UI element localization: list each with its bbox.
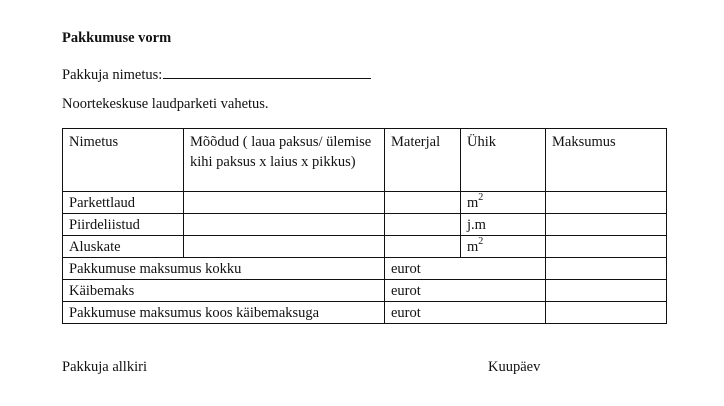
- bidder-name-field: Pakkuja nimetus:: [62, 64, 372, 84]
- table-header-row: Nimetus Mõõdud ( laua paksus/ ülemise ki…: [62, 128, 667, 192]
- total-cost-cell[interactable]: [545, 257, 667, 280]
- unit-text: m: [467, 239, 479, 255]
- unit-cell: j.m: [460, 213, 546, 236]
- unit-text: m: [467, 195, 479, 211]
- header-cost: Maksumus: [545, 128, 667, 192]
- total-with-vat-label: Pakkumuse maksumus koos käibemaksuga: [62, 301, 385, 324]
- cost-cell[interactable]: [545, 235, 667, 258]
- table-row: Piirdeliistud j.m: [62, 213, 667, 236]
- total-with-vat-cost-cell[interactable]: [545, 301, 667, 324]
- header-material: Materjal: [384, 128, 461, 192]
- unit-superscript: 2: [478, 192, 484, 204]
- cost-cell[interactable]: [545, 191, 667, 214]
- header-unit: Ühik: [460, 128, 546, 192]
- vat-unit: eurot: [384, 279, 546, 302]
- total-unit: eurot: [384, 257, 546, 280]
- total-row: Pakkumuse maksumus kokku eurot: [62, 257, 667, 280]
- total-label: Pakkumuse maksumus kokku: [62, 257, 385, 280]
- vat-row: Käibemaks eurot: [62, 279, 667, 302]
- bidder-name-blank: [163, 64, 372, 79]
- row-name: Parkettlaud: [62, 191, 184, 214]
- vat-cost-cell[interactable]: [545, 279, 667, 302]
- table-row: Parkettlaud m2: [62, 191, 667, 214]
- material-cell[interactable]: [384, 191, 461, 214]
- dimensions-cell[interactable]: [183, 213, 385, 236]
- table-row: Aluskate m2: [62, 235, 667, 258]
- unit-cell: m2: [460, 191, 546, 214]
- unit-text: j.m: [467, 217, 486, 233]
- row-name: Aluskate: [62, 235, 184, 258]
- dimensions-cell[interactable]: [183, 235, 385, 258]
- cost-cell[interactable]: [545, 213, 667, 236]
- total-with-vat-unit: eurot: [384, 301, 546, 324]
- form-title: Pakkumuse vorm: [62, 30, 172, 46]
- offer-table: Nimetus Mõõdud ( laua paksus/ ülemise ki…: [62, 128, 667, 324]
- material-cell[interactable]: [384, 235, 461, 258]
- unit-cell: m2: [460, 235, 546, 258]
- dimensions-cell[interactable]: [183, 191, 385, 214]
- bidder-name-label: Pakkuja nimetus:: [62, 67, 163, 83]
- unit-superscript: 2: [478, 236, 484, 248]
- subject-text: Noortekeskuse laudparketi vahetus.: [62, 96, 269, 112]
- total-with-vat-row: Pakkumuse maksumus koos käibemaksuga eur…: [62, 301, 667, 324]
- material-cell[interactable]: [384, 213, 461, 236]
- row-name: Piirdeliistud: [62, 213, 184, 236]
- vat-label: Käibemaks: [62, 279, 385, 302]
- signature-label: Pakkuja allkiri: [62, 359, 147, 375]
- header-dimensions: Mõõdud ( laua paksus/ ülemise kihi paksu…: [183, 128, 385, 192]
- date-label: Kuupäev: [488, 359, 541, 375]
- header-name: Nimetus: [62, 128, 184, 192]
